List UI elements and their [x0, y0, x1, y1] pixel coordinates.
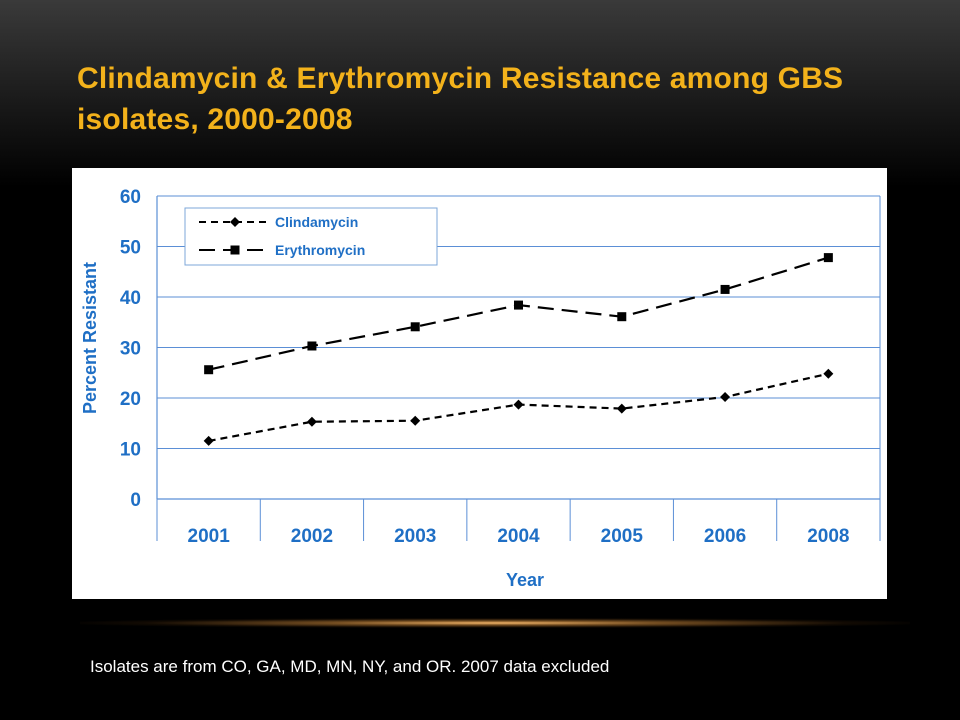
y-tick-label: 50 — [120, 238, 141, 259]
y-tick-label: 30 — [120, 339, 141, 360]
data-point-square — [204, 365, 214, 375]
data-point-diamond — [823, 368, 834, 379]
data-point-square — [307, 341, 317, 351]
tick-labels: 0 10 20 30 40 50 60 2001 2002 2003 2004 2005 2006 200… — [120, 187, 850, 547]
x-tick-label: 2005 — [601, 526, 644, 547]
x-tick-label: 2004 — [497, 526, 540, 547]
series-layer — [203, 253, 834, 446]
legend-box — [184, 207, 438, 266]
data-point-diamond — [720, 391, 731, 402]
footnote: Isolates are from CO, GA, MD, MN, NY, an… — [90, 657, 610, 676]
data-point-diamond — [203, 435, 214, 446]
legend-item: Erythromycin — [199, 242, 365, 258]
x-tick-label: 2003 — [394, 526, 436, 547]
divider-glow — [80, 618, 910, 628]
data-point-square — [720, 284, 730, 294]
data-point-diamond — [230, 217, 240, 227]
y-tick-label: 40 — [120, 288, 141, 309]
x-tick-label: 2008 — [807, 526, 849, 547]
data-point-diamond — [616, 403, 627, 414]
y-axis-title: Percent Resistant — [80, 262, 100, 414]
axes — [156, 196, 881, 541]
y-tick-label: 10 — [120, 440, 141, 461]
line-chart: 0 10 20 30 40 50 60 2001 2002 2003 2004 2005 2006 200… — [80, 187, 881, 590]
y-tick-label: 0 — [130, 490, 141, 511]
data-point-diamond — [513, 399, 524, 410]
series-erythromycin — [204, 253, 833, 375]
series-line — [208, 256, 829, 371]
legend-item: Clindamycin — [199, 214, 358, 230]
series-clindamycin — [203, 368, 834, 446]
data-point-square — [514, 300, 523, 310]
data-point-square — [617, 312, 627, 322]
data-point-diamond — [306, 416, 317, 427]
x-tick-label: 2002 — [291, 526, 333, 547]
legend-label: Erythromycin — [275, 242, 365, 258]
chart-panel: 0 10 20 30 40 50 60 2001 2002 2003 2004 2005 2006 200… — [72, 168, 887, 599]
data-point-diamond — [410, 415, 421, 426]
legend: Clindamycin Erythromycin — [184, 207, 438, 266]
legend-label: Clindamycin — [275, 214, 358, 230]
y-tick-label: 60 — [120, 187, 141, 208]
x-axis-title: Year — [506, 570, 544, 590]
slide-title: Clindamycin & Erythromycin Resistance am… — [77, 62, 844, 136]
x-tick-label: 2006 — [704, 526, 746, 547]
y-tick-label: 20 — [120, 389, 141, 410]
data-point-square — [230, 245, 240, 255]
data-point-square — [410, 322, 420, 332]
data-point-square — [823, 253, 833, 263]
x-tick-label: 2001 — [188, 526, 231, 547]
